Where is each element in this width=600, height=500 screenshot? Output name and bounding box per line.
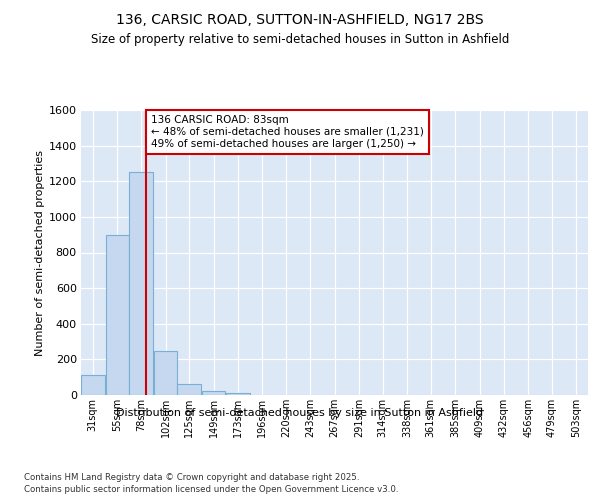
Bar xyxy=(177,384,201,395)
Y-axis label: Number of semi-detached properties: Number of semi-detached properties xyxy=(35,150,44,356)
Bar xyxy=(106,234,129,395)
Text: Size of property relative to semi-detached houses in Sutton in Ashfield: Size of property relative to semi-detach… xyxy=(91,32,509,46)
Bar xyxy=(154,352,177,395)
Bar xyxy=(81,376,104,395)
Bar xyxy=(129,172,152,395)
Bar xyxy=(226,393,250,395)
Text: 136 CARSIC ROAD: 83sqm
← 48% of semi-detached houses are smaller (1,231)
49% of : 136 CARSIC ROAD: 83sqm ← 48% of semi-det… xyxy=(151,116,424,148)
Text: Contains public sector information licensed under the Open Government Licence v3: Contains public sector information licen… xyxy=(24,485,398,494)
Text: 136, CARSIC ROAD, SUTTON-IN-ASHFIELD, NG17 2BS: 136, CARSIC ROAD, SUTTON-IN-ASHFIELD, NG… xyxy=(116,12,484,26)
Text: Contains HM Land Registry data © Crown copyright and database right 2025.: Contains HM Land Registry data © Crown c… xyxy=(24,472,359,482)
Bar xyxy=(202,392,226,395)
Text: Distribution of semi-detached houses by size in Sutton in Ashfield: Distribution of semi-detached houses by … xyxy=(116,408,484,418)
